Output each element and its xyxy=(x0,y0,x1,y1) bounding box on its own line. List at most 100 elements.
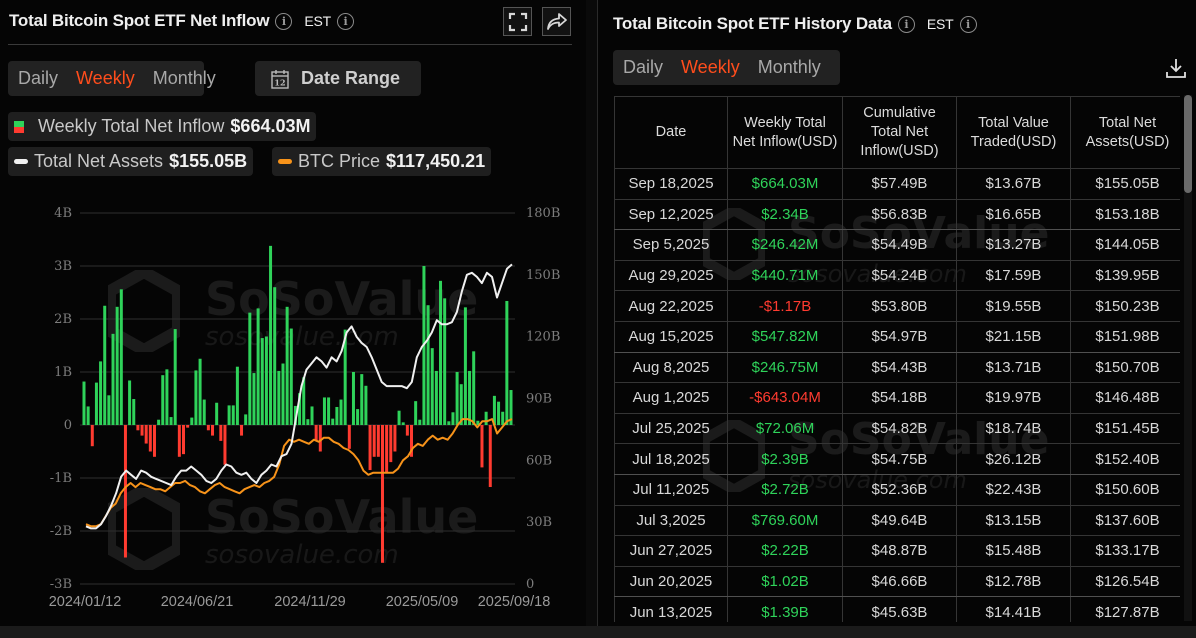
inflow-bar[interactable] xyxy=(351,372,355,425)
inflow-bar[interactable] xyxy=(211,425,215,436)
legend-btc-price[interactable]: BTC Price $117,450.21 xyxy=(272,147,492,176)
inflow-bar[interactable] xyxy=(140,425,144,436)
table-row[interactable]: Aug 29,2025 $440.71M $54.24B $17.59B $139.95… xyxy=(614,259,1180,292)
inflow-bar[interactable] xyxy=(322,397,326,425)
fullscreen-button[interactable] xyxy=(503,7,532,36)
inflow-bar[interactable] xyxy=(152,425,156,457)
inflow-bar[interactable] xyxy=(103,305,107,425)
history-table-container[interactable]: Date Weekly Total Net Inflow(USD) Cumula… xyxy=(614,96,1180,622)
info-icon[interactable]: i xyxy=(275,12,293,30)
inflow-bar[interactable] xyxy=(497,401,501,425)
inflow-bar[interactable] xyxy=(335,406,339,425)
inflow-bar[interactable] xyxy=(115,306,119,425)
inflow-bar[interactable] xyxy=(385,425,389,473)
inflow-bar[interactable] xyxy=(310,406,314,425)
inflow-bar[interactable] xyxy=(252,373,256,425)
inflow-bar[interactable] xyxy=(273,287,277,425)
inflow-bar[interactable] xyxy=(82,381,86,425)
inflow-bar[interactable] xyxy=(339,399,343,425)
inflow-bar[interactable] xyxy=(480,425,484,468)
info-icon[interactable]: i xyxy=(897,15,915,33)
inflow-bar[interactable] xyxy=(94,382,98,425)
timezone-info-icon[interactable]: i xyxy=(336,12,354,30)
inflow-bar[interactable] xyxy=(227,405,231,425)
inflow-bar[interactable] xyxy=(285,306,289,425)
inflow-bar[interactable] xyxy=(459,384,463,425)
inflow-bar[interactable] xyxy=(123,425,127,558)
download-button[interactable] xyxy=(1164,56,1188,85)
table-row[interactable]: Jul 11,2025 $2.72B $52.36B $22.43B $150.60B xyxy=(614,473,1180,506)
inflow-bar[interactable] xyxy=(468,370,472,425)
table-row[interactable]: Aug 8,2025 $246.75M $54.43B $13.71B $150.70B xyxy=(614,351,1180,384)
inflow-bar[interactable] xyxy=(443,298,447,425)
table-row[interactable]: Aug 1,2025 -$643.04M $54.18B $19.97B $146.48… xyxy=(614,382,1180,414)
inflow-bar[interactable] xyxy=(165,369,169,425)
table-row[interactable]: Sep 18,2025 $664.03M $57.49B $13.67B $155.05… xyxy=(614,168,1180,200)
legend-net-inflow[interactable]: Weekly Total Net Inflow $664.03M xyxy=(8,112,317,141)
tab-monthly[interactable]: Monthly xyxy=(152,68,216,88)
inflow-bar[interactable] xyxy=(501,411,505,425)
inflow-bar[interactable] xyxy=(505,300,509,425)
inflow-bar[interactable] xyxy=(331,418,335,425)
table-row[interactable]: Sep 5,2025 $246.42M $54.49B $13.27B $144.05B xyxy=(614,229,1180,261)
inflow-bar[interactable] xyxy=(380,425,384,563)
scrollbar-thumb[interactable] xyxy=(1184,95,1192,193)
inflow-bar[interactable] xyxy=(364,385,368,425)
share-button[interactable] xyxy=(542,7,571,36)
btc-price-line[interactable] xyxy=(85,418,513,528)
inflow-bar[interactable] xyxy=(439,280,443,425)
inflow-bar[interactable] xyxy=(298,393,302,425)
inflow-bar[interactable] xyxy=(509,390,513,425)
inflow-bar[interactable] xyxy=(401,422,405,425)
inflow-bar[interactable] xyxy=(111,333,115,425)
inflow-bar[interactable] xyxy=(198,358,202,425)
inflow-bar[interactable] xyxy=(356,409,360,425)
inflow-bar[interactable] xyxy=(414,401,418,425)
inflow-bar[interactable] xyxy=(264,336,268,425)
table-row[interactable]: Jul 25,2025 $72.06M $54.82B $18.74B $151.45B xyxy=(614,412,1180,445)
inflow-bar[interactable] xyxy=(260,338,264,425)
total-net-assets-line[interactable] xyxy=(85,263,513,530)
inflow-bar[interactable] xyxy=(277,370,281,425)
inflow-bar[interactable] xyxy=(169,417,173,425)
tab-weekly[interactable]: Weekly xyxy=(681,57,740,77)
inflow-bar[interactable] xyxy=(215,402,219,425)
inflow-bar[interactable] xyxy=(405,425,409,436)
inflow-bar[interactable] xyxy=(177,425,181,457)
table-row[interactable]: Jun 13,2025 $1.39B $45.63B $14.41B $127.87B xyxy=(614,596,1180,622)
inflow-bar[interactable] xyxy=(269,245,273,425)
column-header-weekly-inflow[interactable]: Weekly Total Net Inflow(USD) xyxy=(727,96,843,169)
inflow-bar[interactable] xyxy=(206,425,210,431)
inflow-bar[interactable] xyxy=(484,411,488,425)
inflow-bar[interactable] xyxy=(157,419,161,425)
table-row[interactable]: Jul 18,2025 $2.39B $54.75B $26.12B $152.40B xyxy=(614,443,1180,475)
tab-daily[interactable]: Daily xyxy=(623,57,664,77)
inflow-bar[interactable] xyxy=(181,425,185,455)
column-header-date[interactable]: Date xyxy=(614,96,728,169)
inflow-bar[interactable] xyxy=(289,328,293,425)
inflow-bar[interactable] xyxy=(426,305,430,425)
inflow-bar[interactable] xyxy=(397,410,401,425)
date-range-button[interactable]: 12 Date Range xyxy=(255,61,421,96)
inflow-bar[interactable] xyxy=(144,425,148,444)
inflow-bar[interactable] xyxy=(173,329,177,425)
inflow-bar[interactable] xyxy=(219,425,223,441)
inflow-bar[interactable] xyxy=(476,420,480,425)
column-header-net-assets[interactable]: Total Net Assets(USD) xyxy=(1070,96,1180,169)
table-row[interactable]: Aug 15,2025 $547.82M $54.97B $21.15B $151.98… xyxy=(614,320,1180,353)
inflow-bar[interactable] xyxy=(302,377,306,425)
inflow-bar[interactable] xyxy=(389,425,393,463)
inflow-bar[interactable] xyxy=(368,425,372,471)
table-row[interactable]: Sep 12,2025 $2.34B $56.83B $16.65B $153.18B xyxy=(614,198,1180,231)
net-inflow-chart[interactable]: 4B 3B 2B 1B 0 -1B -2B -3B 180B 150B 120B 90B 60B 30B 0… xyxy=(0,195,586,615)
inflow-bar[interactable] xyxy=(318,425,322,452)
inflow-bar[interactable] xyxy=(119,289,123,425)
table-row[interactable]: Aug 22,2025 -$1.17B $53.80B $19.55B $150.23B xyxy=(614,290,1180,322)
table-row[interactable]: Jul 3,2025 $769.60M $49.64B $13.15B $137.60B xyxy=(614,504,1180,537)
inflow-bar[interactable] xyxy=(418,419,422,425)
inflow-bar[interactable] xyxy=(455,372,459,425)
inflow-bar[interactable] xyxy=(314,425,318,441)
inflow-bar[interactable] xyxy=(492,395,496,425)
column-header-value-traded[interactable]: Total Value Traded(USD) xyxy=(956,96,1071,169)
tab-daily[interactable]: Daily xyxy=(18,68,59,88)
